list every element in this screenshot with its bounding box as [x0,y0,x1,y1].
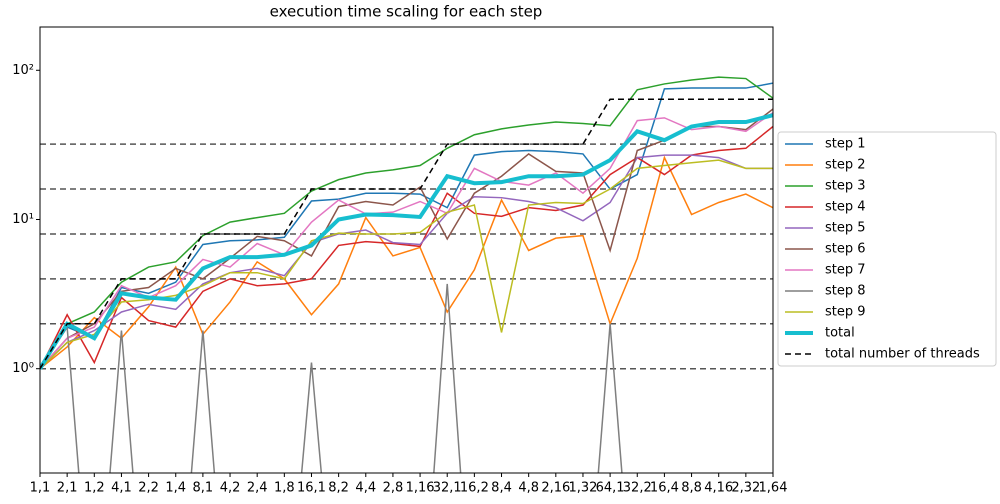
x-tick-label: 64,1 [596,481,625,496]
legend-label: step 8 [825,284,866,299]
series-line [40,82,773,370]
x-tick-label: 1,2 [84,481,105,496]
x-tick-label: 4,2 [220,481,241,496]
y-tick-label: 10¹ [12,212,34,227]
legend-label: total number of threads [825,347,980,362]
series-line [40,154,773,370]
series-line [40,113,773,370]
x-tick-label: 4,8 [518,481,539,496]
legend-label: step 6 [825,242,866,257]
x-tick-label: 8,1 [193,481,214,496]
chart-title: execution time scaling for each step [270,3,543,21]
series-line [40,159,773,370]
x-tick-label: 1,4 [165,481,186,496]
legend [777,131,997,367]
series-line [40,155,773,370]
x-tick-label: 1,1 [30,481,51,496]
y-tick-label: 10⁰ [12,361,34,376]
x-tick-label: 4,4 [355,481,376,496]
x-tick-label: 8,8 [681,481,702,496]
legend-label: total [825,326,855,341]
legend-label: step 1 [825,137,866,152]
x-tick-label: 16,4 [650,481,679,496]
x-tick-label: 8,4 [491,481,512,496]
plot-area [40,76,773,473]
legend-label: step 7 [825,263,866,278]
series-line [40,112,773,370]
x-tick-label: 4,16 [704,481,733,496]
x-tick-label: 1,32 [568,481,597,496]
series-line [40,283,623,473]
x-tick-label: 2,1 [57,481,78,496]
x-tick-label: 2,16 [541,481,570,496]
legend-label: step 5 [825,221,866,236]
series-line [40,98,773,370]
x-tick-label: 8,2 [328,481,349,496]
x-tick-label: 2,4 [247,481,268,496]
x-tick-label: 1,8 [274,481,295,496]
legend-label: step 9 [825,305,866,320]
y-tick-label: 10² [12,63,34,78]
legend-label: step 2 [825,158,866,173]
series-line [40,108,773,370]
x-tick-label: 1,64 [759,481,788,496]
x-tick-label: 16,1 [297,481,326,496]
x-tick-label: 32,2 [623,481,652,496]
legend-label: step 3 [825,179,866,194]
x-tick-label: 2,2 [138,481,159,496]
x-tick-label: 4,1 [111,481,132,496]
x-tick-label: 32,1 [433,481,462,496]
axes-frame [39,26,774,474]
series-line [40,125,773,370]
x-tick-label: 2,32 [731,481,760,496]
x-tick-label: 2,8 [383,481,404,496]
legend-label: step 4 [825,200,866,215]
x-tick-label: 1,16 [406,481,435,496]
x-tick-label: 16,2 [460,481,489,496]
series-line [40,76,773,370]
